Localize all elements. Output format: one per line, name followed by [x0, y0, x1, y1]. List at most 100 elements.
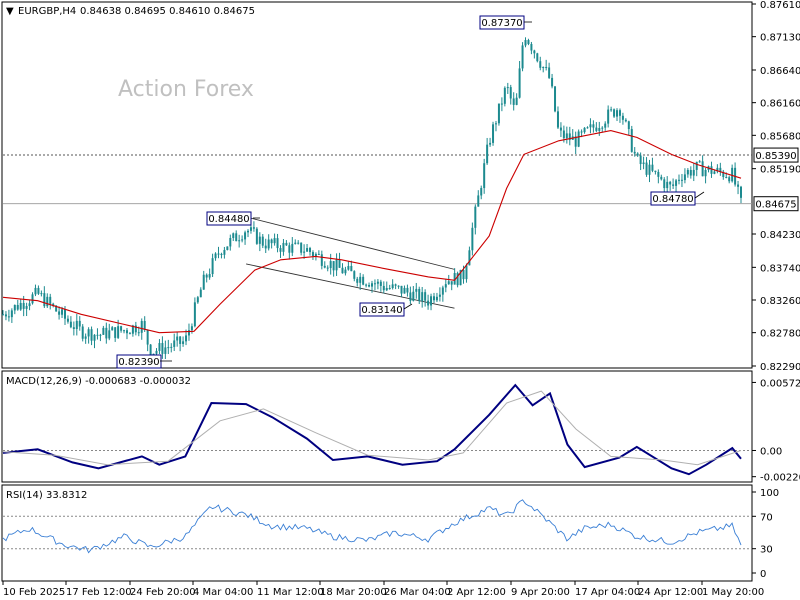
candle-body: [69, 321, 72, 328]
candle-body: [182, 341, 185, 344]
candle-body: [170, 346, 173, 348]
candle-body: [663, 179, 666, 189]
candle-body: [341, 267, 344, 274]
macd-signal-line: [2, 390, 742, 466]
candle-body: [105, 327, 108, 339]
candle-body: [270, 239, 273, 244]
candle-body: [728, 177, 731, 182]
candle-body: [580, 131, 583, 133]
annotation-label: 0.84780: [652, 194, 693, 205]
price-tick-label: 0.86640: [760, 66, 800, 77]
candle-body: [444, 284, 447, 288]
time-tick-label: 18 Mar 20:00: [320, 587, 387, 598]
candle-body: [261, 236, 264, 246]
time-tick-label: 4 Mar 04:00: [193, 587, 253, 598]
time-tick-label: 17 Apr 04:00: [575, 587, 640, 598]
candle-body: [332, 261, 335, 271]
candle-body: [583, 127, 586, 133]
candle-body: [368, 284, 371, 287]
candle-body: [25, 306, 28, 309]
candle-body: [16, 304, 19, 310]
candle-body: [675, 180, 678, 186]
annotation-label: 0.82390: [118, 357, 159, 368]
candle-body: [527, 40, 530, 45]
price-tick-label: 0.85190: [760, 165, 800, 176]
candle-body: [220, 253, 223, 255]
candle-body: [489, 142, 492, 145]
candle-body: [167, 347, 170, 349]
candle-body: [10, 310, 13, 318]
time-tick-label: 10 Feb 2025: [3, 587, 65, 598]
candle-body: [468, 250, 471, 266]
candle-body: [660, 176, 663, 180]
candle-body: [317, 253, 320, 255]
candle-body: [187, 330, 190, 336]
candle-body: [329, 261, 332, 269]
candle-body: [509, 87, 512, 99]
macd-axis: 0.005727 0.00 -0.002204: [3, 378, 800, 484]
price-tick-label: 0.85680: [760, 131, 800, 142]
macd-lines: [2, 383, 742, 476]
candle-body: [483, 163, 486, 189]
candle-body: [87, 329, 90, 337]
candle-body: [84, 336, 87, 339]
candle-body: [680, 179, 683, 181]
candle-body: [394, 284, 397, 286]
candle-body: [716, 167, 719, 172]
price-axis: 0.87610 0.87130 0.86640 0.86160 0.85680 0.851…: [752, 0, 800, 373]
candle-body: [518, 68, 521, 98]
candle-body: [223, 249, 226, 255]
candle-body: [205, 274, 208, 278]
candle-body: [568, 133, 571, 140]
candle-body: [131, 325, 134, 334]
candle-body: [93, 334, 96, 341]
candle-body: [695, 161, 698, 170]
candle-body: [492, 124, 495, 143]
macd-tick-label: -0.002204: [760, 473, 800, 484]
candle-body: [474, 206, 477, 228]
candle-body: [630, 129, 633, 152]
candle-body: [300, 242, 303, 253]
candle-body: [391, 284, 394, 289]
candle-body: [562, 130, 565, 139]
candle-body: [610, 109, 613, 111]
candle-body: [267, 239, 270, 249]
candle-body: [574, 136, 577, 147]
macd-panel: [1, 370, 753, 483]
candle-body: [140, 320, 143, 333]
rsi-tick-label: 0: [760, 569, 766, 580]
macd-tick-label: 0.005727: [760, 378, 800, 389]
candle-body: [373, 283, 376, 285]
rsi-tick-label: 70: [760, 512, 773, 523]
candle-body: [415, 288, 418, 292]
candle-body: [288, 245, 291, 253]
price-tag-label: 0.84675: [755, 200, 796, 211]
candle-body: [616, 110, 619, 117]
candle-body: [607, 109, 610, 124]
price-tag-box: [753, 147, 799, 163]
candle-body: [604, 123, 607, 128]
candle-body: [624, 119, 627, 122]
annotation-box: [359, 302, 405, 317]
moving-average: [2, 130, 742, 334]
rsi-line: [2, 499, 742, 554]
candle-body: [388, 287, 391, 289]
candle-body: [7, 316, 10, 318]
candle-body: [344, 269, 347, 274]
candle-body: [722, 171, 725, 177]
candle-body: [551, 77, 554, 87]
candle-body: [134, 325, 137, 333]
candle-body: [480, 188, 483, 196]
candle-body: [559, 127, 562, 131]
candle-body: [435, 296, 438, 301]
candle-body: [376, 281, 379, 284]
candle-body: [456, 273, 459, 286]
time-tick-label: 11 Mar 12:00: [257, 587, 324, 598]
candle-body: [453, 273, 456, 285]
candle-body: [642, 162, 645, 165]
candle-body: [49, 296, 52, 304]
candle-body: [666, 181, 669, 189]
candle-body: [338, 259, 341, 268]
candle-body: [13, 304, 16, 311]
candle-body: [37, 287, 40, 294]
